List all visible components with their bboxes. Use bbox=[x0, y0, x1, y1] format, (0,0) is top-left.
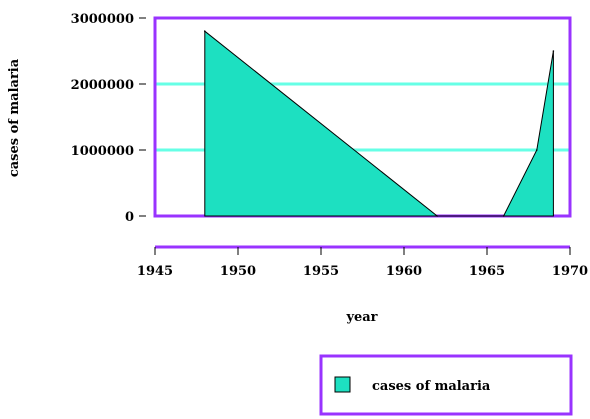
legend-label: cases of malaria bbox=[372, 379, 491, 394]
x-tick-label: 1970 bbox=[552, 264, 588, 279]
data-point bbox=[436, 215, 439, 217]
y-tick-label: 2000000 bbox=[71, 78, 134, 93]
x-tick-label: 1955 bbox=[303, 264, 339, 279]
series-area-fill bbox=[204, 30, 554, 217]
data-point bbox=[552, 50, 555, 52]
y-axis-title: cases of malaria bbox=[7, 58, 22, 177]
series-area bbox=[204, 30, 555, 217]
data-point bbox=[204, 30, 206, 32]
data-point bbox=[502, 215, 505, 217]
x-tick-label: 1950 bbox=[220, 264, 256, 279]
legend-swatch bbox=[334, 376, 351, 393]
y-axis: 0 1000000 2000000 3000000 bbox=[71, 12, 146, 225]
x-tick-label: 1965 bbox=[469, 264, 505, 279]
x-tick-label: 1960 bbox=[386, 264, 422, 279]
x-tick-label: 1945 bbox=[137, 264, 173, 279]
legend: cases of malaria bbox=[319, 354, 573, 416]
data-point bbox=[536, 149, 538, 151]
y-tick-label: 3000000 bbox=[71, 12, 134, 27]
legend-frame bbox=[319, 354, 573, 416]
x-axis-title: year bbox=[345, 310, 377, 325]
x-axis: 1945 1950 1955 1960 1965 1970 bbox=[137, 247, 588, 279]
y-tick-label: 0 bbox=[125, 210, 134, 225]
y-tick-label: 1000000 bbox=[71, 144, 134, 159]
